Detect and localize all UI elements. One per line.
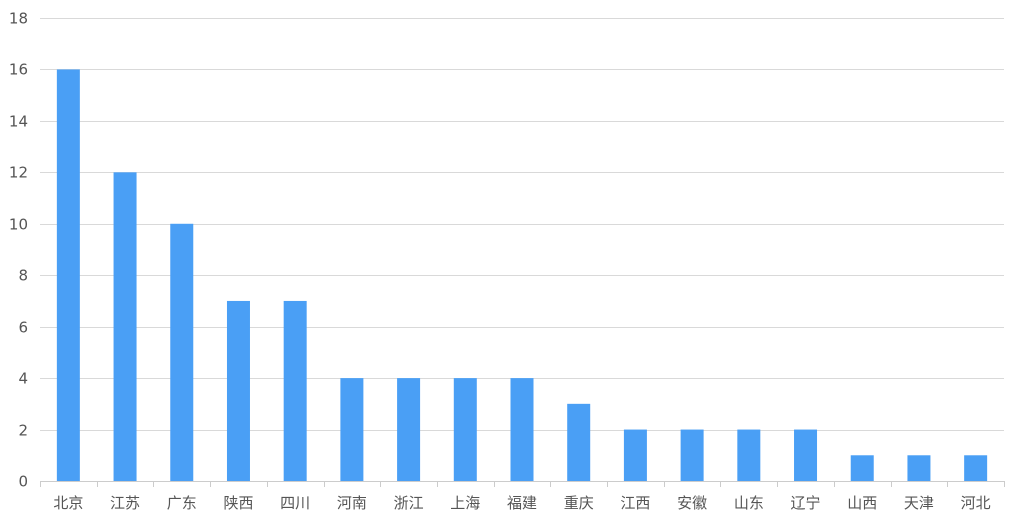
x-tick-label: 天津 bbox=[904, 494, 934, 512]
y-tick-label: 16 bbox=[9, 61, 28, 79]
x-tick-label: 山西 bbox=[847, 494, 877, 512]
bar bbox=[850, 455, 874, 481]
x-tick-label: 四川 bbox=[280, 494, 310, 512]
x-tick-label: 上海 bbox=[450, 494, 480, 512]
bar bbox=[226, 300, 250, 481]
x-tick-label: 辽宁 bbox=[791, 494, 821, 512]
y-tick-label: 8 bbox=[18, 267, 28, 285]
bars bbox=[56, 69, 988, 482]
bar bbox=[794, 429, 818, 481]
bar bbox=[340, 378, 364, 481]
x-tick-labels: 北京 江苏 广东 陕西 四川 河南 浙江 上海 福建 重庆 江西 安徽 山东 辽宁 山西 天津 河北 bbox=[53, 494, 990, 512]
y-tick-label: 2 bbox=[18, 422, 28, 440]
x-tick-label: 河北 bbox=[961, 494, 991, 512]
bar bbox=[510, 378, 534, 481]
bar bbox=[964, 455, 988, 481]
y-tick-label: 18 bbox=[9, 10, 28, 28]
bar bbox=[113, 172, 137, 482]
x-tick-label: 北京 bbox=[53, 494, 83, 512]
bar bbox=[623, 429, 647, 481]
y-tick-label: 0 bbox=[18, 473, 28, 491]
bar bbox=[56, 69, 80, 481]
y-tick-labels: 0 2 4 6 8 10 12 14 16 18 bbox=[9, 10, 28, 491]
bar bbox=[283, 300, 307, 481]
bar bbox=[397, 378, 421, 481]
x-tick-label: 广东 bbox=[167, 494, 197, 512]
y-tick-label: 10 bbox=[9, 216, 28, 234]
x-axis bbox=[40, 481, 1005, 487]
x-tick-label: 河南 bbox=[337, 494, 367, 512]
x-tick-label: 浙江 bbox=[394, 494, 424, 512]
x-tick-label: 福建 bbox=[507, 494, 537, 512]
x-tick-label: 江苏 bbox=[110, 494, 140, 512]
x-tick-label: 山东 bbox=[734, 494, 764, 512]
x-tick-label: 安徽 bbox=[677, 494, 707, 512]
bar bbox=[170, 223, 194, 481]
x-tick-label: 陕西 bbox=[223, 494, 253, 512]
x-tick-label: 江西 bbox=[620, 494, 650, 512]
y-tick-label: 6 bbox=[18, 319, 28, 337]
x-tick-label: 重庆 bbox=[564, 494, 594, 512]
grid-lines bbox=[40, 18, 1004, 431]
y-tick-label: 4 bbox=[18, 370, 28, 388]
y-tick-label: 14 bbox=[9, 113, 28, 131]
bar bbox=[680, 429, 704, 481]
bar bbox=[567, 403, 591, 481]
bar bbox=[907, 455, 931, 481]
y-tick-label: 12 bbox=[9, 164, 28, 182]
bar bbox=[737, 429, 761, 481]
bar bbox=[453, 378, 477, 481]
